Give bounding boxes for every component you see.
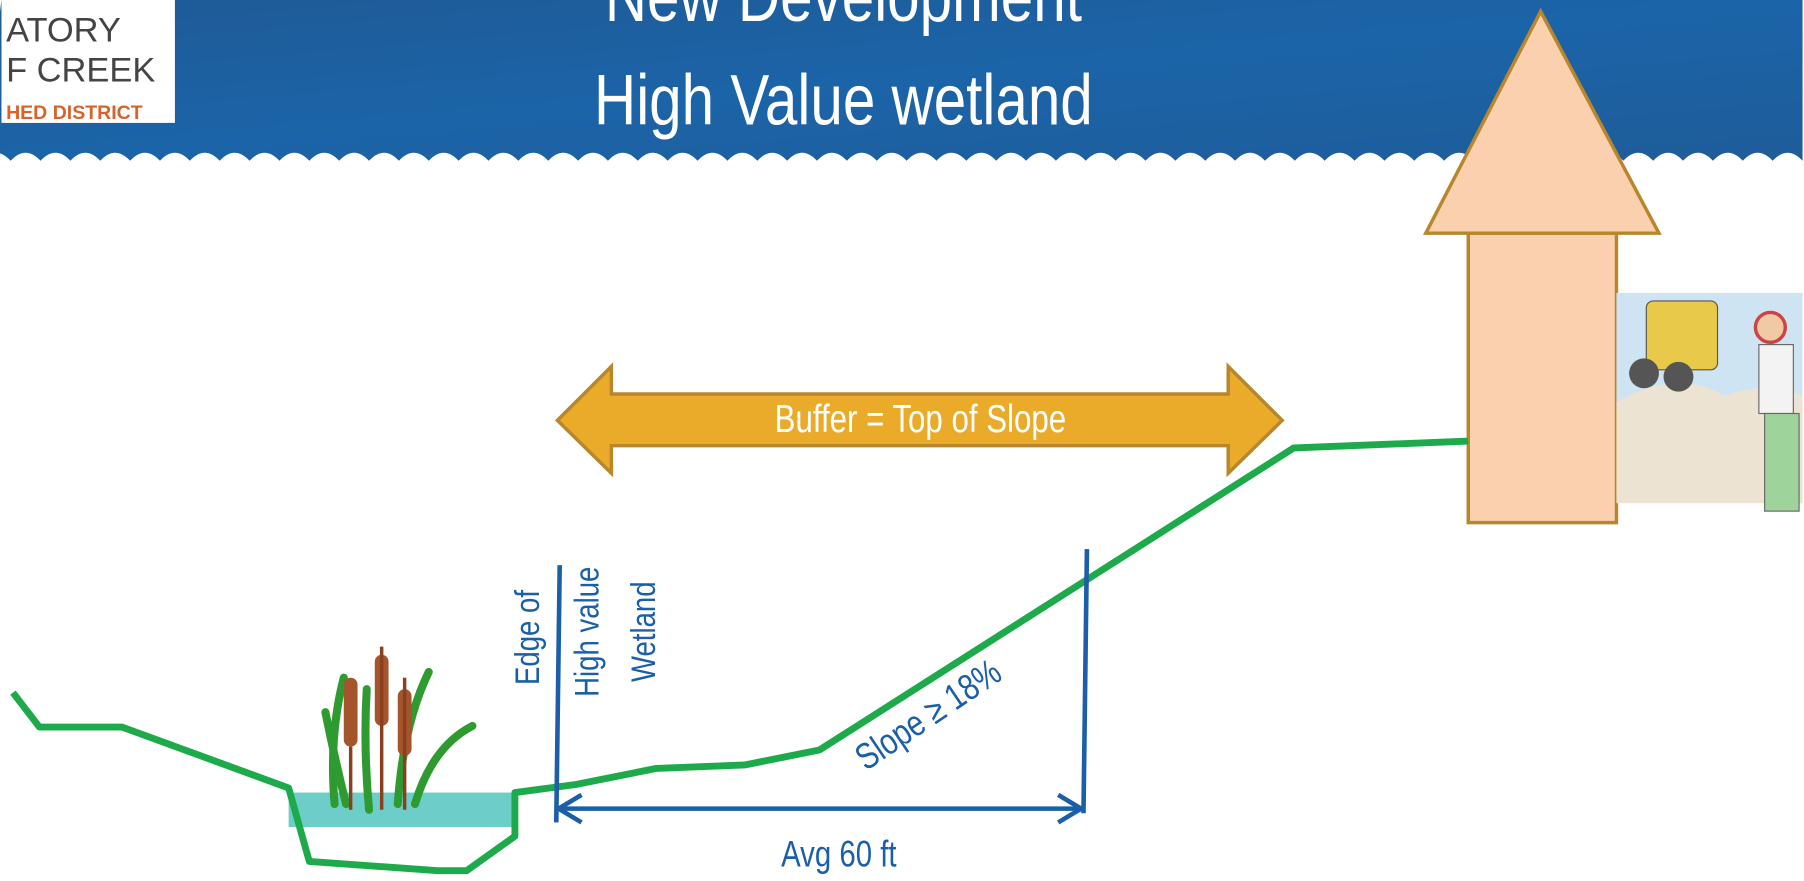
photo-worker-head bbox=[1753, 310, 1788, 345]
edge-label: Edge of bbox=[508, 590, 547, 685]
cattails bbox=[343, 654, 412, 756]
wetland-edge-line bbox=[553, 565, 563, 823]
photo-worker bbox=[1758, 344, 1794, 415]
slope-top-line bbox=[1081, 549, 1090, 814]
arrowhead bbox=[554, 792, 583, 825]
photo-loader bbox=[1645, 300, 1719, 371]
logo-text: ATORY bbox=[6, 11, 121, 49]
edge-label: Wetland bbox=[624, 581, 663, 682]
photo-worker-legs bbox=[1764, 412, 1800, 512]
marsh bbox=[288, 646, 515, 828]
edge-labels: Edge of High value Wetland bbox=[508, 567, 663, 697]
header-band bbox=[0, 0, 1803, 161]
ground-profile bbox=[10, 437, 1469, 875]
cattail-stems bbox=[348, 646, 407, 810]
photo-wheel bbox=[1663, 361, 1694, 392]
buffer-arrow: Buffer = Top of Slope bbox=[554, 362, 1285, 478]
buffer-label: Buffer = Top of Slope bbox=[775, 398, 1066, 441]
photo-wheel bbox=[1629, 358, 1659, 389]
logo-box bbox=[1, 0, 175, 123]
distance-label: Avg 60 ft bbox=[781, 835, 896, 876]
edge-label: High value bbox=[568, 567, 607, 697]
measure-lines bbox=[553, 549, 1090, 825]
photo-ground bbox=[1616, 383, 1803, 504]
house-roof bbox=[1422, 7, 1662, 235]
title: New Development bbox=[605, 0, 1082, 36]
double-arrow bbox=[554, 362, 1285, 478]
house-body bbox=[1466, 231, 1619, 525]
logo-text: HED DISTRICT bbox=[6, 102, 143, 124]
header: ATORY F CREEK HED DISTRICT New Developme… bbox=[0, 0, 1803, 161]
logo-text: F CREEK bbox=[6, 51, 155, 89]
title: High Value wetland bbox=[594, 60, 1093, 140]
arrowhead bbox=[1057, 792, 1086, 825]
construction-photo bbox=[1616, 292, 1803, 512]
